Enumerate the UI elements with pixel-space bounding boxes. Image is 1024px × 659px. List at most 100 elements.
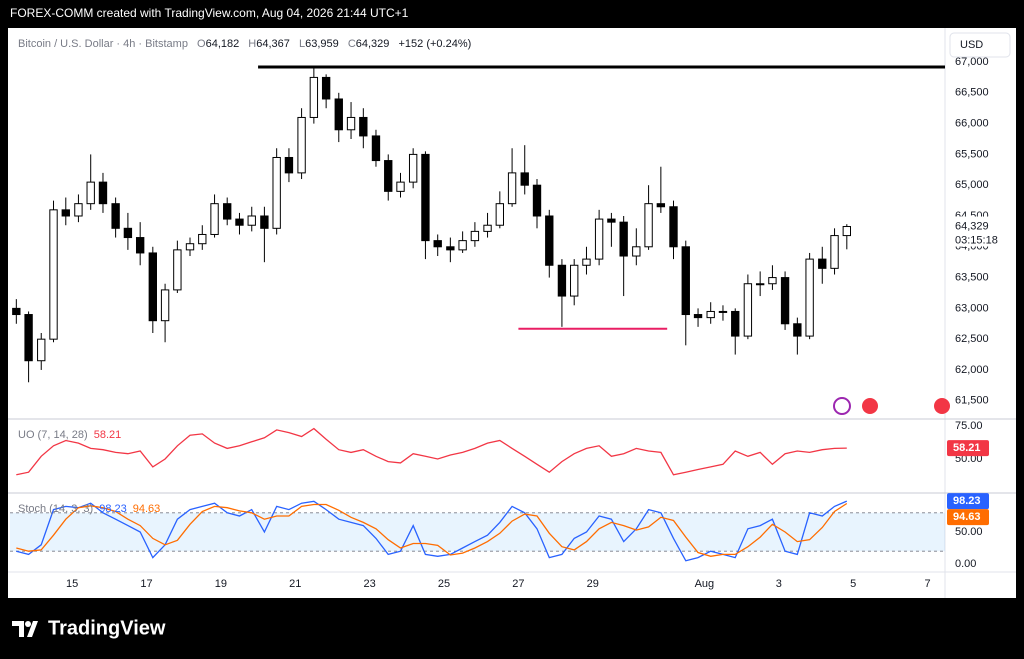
candle-body (681, 246, 690, 316)
candle-body (346, 116, 356, 131)
indicator-legend: Stoch (14, 3, 3) 98.23 94.63 (18, 503, 160, 515)
logo: TradingView (12, 617, 166, 639)
y-tick-label: 62,500 (955, 333, 989, 345)
candle-body (656, 203, 666, 208)
high: 64,367 (256, 38, 290, 50)
candle-body (780, 277, 790, 325)
x-tick-label: 17 (140, 578, 152, 590)
candle-body (557, 264, 567, 297)
indicator-title: Stoch (14, 3, 3) (18, 503, 93, 515)
candle-body (507, 172, 517, 205)
currency[interactable]: USD (960, 39, 983, 51)
y-tick-label: 63,000 (955, 302, 989, 314)
y-tick-label: 62,000 (955, 364, 989, 376)
candle-body (632, 246, 641, 257)
candle-body (495, 203, 504, 226)
x-tick-label: 25 (438, 578, 450, 590)
band (10, 512, 945, 552)
event-icon[interactable] (862, 398, 878, 414)
event-icon[interactable] (833, 397, 851, 415)
candle-body (446, 246, 455, 251)
value-box (947, 509, 989, 526)
logo-text: TradingView (48, 617, 166, 639)
last-price: 64,329 (955, 220, 989, 232)
candle-body (743, 283, 753, 337)
symbol: Bitcoin / U.S. Dollar · 4h · Bitstamp (18, 38, 188, 50)
price-label-bg (947, 216, 1013, 247)
candle-body (755, 283, 765, 286)
candle-body (421, 153, 430, 242)
event-icons (833, 397, 950, 415)
countdown: 03:15:18 (955, 234, 998, 246)
candle-body (173, 249, 182, 291)
header: FOREX-COMM created with TradingView.com,… (10, 6, 409, 20)
logo-dot (25, 621, 31, 627)
candle-body (582, 258, 591, 266)
indicator-title: UO (7, 14, 28) (18, 429, 88, 441)
value-box-label: 94.63 (953, 511, 981, 523)
indicator-value: 58.21 (94, 429, 122, 441)
candle-body (297, 116, 306, 174)
logo-mark (12, 621, 38, 637)
y-tick-label: 65,000 (955, 179, 989, 191)
y-tick-label: 66,500 (955, 87, 989, 99)
candle-body (644, 203, 653, 248)
x-tick-label: 5 (850, 578, 856, 590)
candle-body (458, 240, 467, 251)
candle-body (842, 226, 851, 237)
candle-body (396, 181, 405, 192)
x-tick-label: 7 (924, 578, 930, 590)
candle-body (371, 135, 381, 162)
indicator-value: 98.23 (99, 503, 127, 515)
y-tick-label: 50.00 (955, 526, 983, 538)
candle-body (235, 218, 244, 226)
y-tick-label: 63,500 (955, 271, 989, 283)
symbol-legend: Bitcoin / U.S. Dollar · 4h · Bitstamp O6… (18, 38, 471, 50)
candle-body (309, 76, 319, 118)
x-tick-label: 19 (215, 578, 227, 590)
candle-body (805, 258, 814, 337)
value-box (947, 440, 989, 457)
x-tick-label: 15 (66, 578, 78, 590)
candle-body (570, 264, 579, 297)
candle-body (86, 181, 95, 205)
candle-body (384, 160, 393, 192)
candle-body (123, 227, 133, 239)
event-icon[interactable] (934, 398, 950, 414)
currency-button[interactable] (949, 32, 1011, 58)
candle-body (520, 172, 529, 186)
candle-body (24, 314, 33, 362)
low: 63,959 (305, 38, 339, 50)
y-tick-label: 66,000 (955, 118, 989, 130)
candle-body (74, 203, 83, 217)
x-tick-label: 3 (776, 578, 782, 590)
change: +152 (+0.24%) (398, 38, 471, 50)
candle-body (334, 98, 343, 131)
candle-body (793, 323, 802, 337)
series-line (16, 427, 847, 476)
candle-body (49, 209, 58, 340)
value-box (947, 493, 989, 510)
candle-body (408, 153, 418, 183)
open: 64,182 (206, 38, 240, 50)
y-tick-label: 67,000 (955, 56, 989, 68)
candle-body (483, 224, 492, 232)
x-tick-label: 23 (364, 578, 376, 590)
y-tick-label: 65,500 (955, 148, 989, 160)
candle-body (247, 215, 256, 226)
candle-body (818, 258, 827, 269)
candle-body (830, 235, 839, 269)
y-tick-label: 0.00 (955, 558, 976, 570)
candle-body (160, 289, 170, 322)
candle-body (607, 218, 616, 223)
candle-body (148, 252, 157, 322)
value-box-label: 98.23 (953, 495, 981, 507)
candle-body (545, 215, 554, 266)
candle-body (37, 338, 46, 362)
candle-body (669, 206, 678, 248)
x-tick-label: Aug (695, 578, 715, 590)
candle-body (223, 203, 232, 220)
candle-body (210, 203, 219, 235)
low-label: L (299, 38, 305, 50)
